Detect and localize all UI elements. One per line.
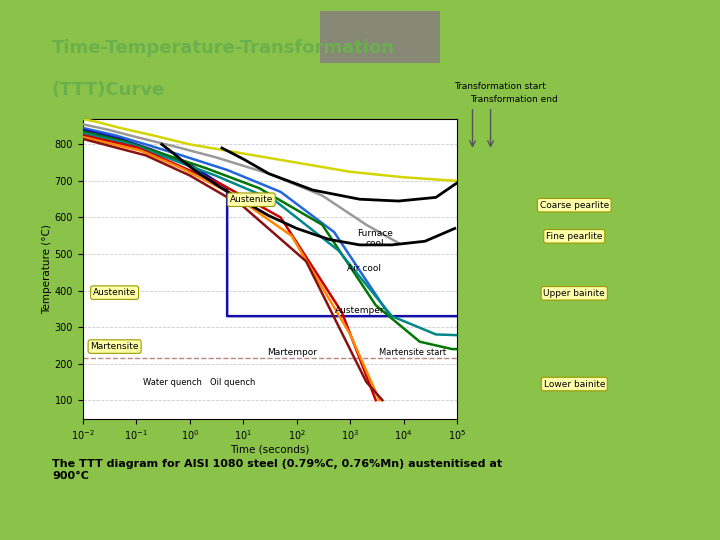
Text: Air cool: Air cool	[346, 264, 381, 273]
Text: The TTT diagram for AISI 1080 steel (0.79%C, 0.76%Mn) austenitised at
900°C: The TTT diagram for AISI 1080 steel (0.7…	[52, 459, 502, 481]
Text: Austenite: Austenite	[93, 288, 136, 297]
Text: Furnace
cool: Furnace cool	[357, 229, 393, 248]
Text: Transformation end: Transformation end	[470, 95, 558, 104]
Text: Austenite: Austenite	[230, 195, 273, 204]
Y-axis label: Temperature (°C): Temperature (°C)	[42, 224, 52, 314]
Text: Time-Temperature-Transformation: Time-Temperature-Transformation	[52, 39, 395, 57]
X-axis label: Time (seconds): Time (seconds)	[230, 445, 310, 455]
Text: Austemper: Austemper	[335, 306, 384, 315]
Text: Oil quench: Oil quench	[210, 378, 256, 387]
Text: Martensite: Martensite	[91, 342, 139, 351]
Text: Water quench: Water quench	[143, 378, 202, 387]
Text: Martempor: Martempor	[267, 348, 318, 357]
Text: Fine pearlite: Fine pearlite	[546, 232, 603, 241]
Text: Martensite start: Martensite start	[379, 348, 446, 357]
Text: Upper bainite: Upper bainite	[544, 289, 605, 298]
Text: Transformation start: Transformation start	[454, 82, 546, 91]
Text: Lower bainite: Lower bainite	[544, 380, 605, 389]
Bar	[320, 11, 441, 63]
Text: (TTT)Curve: (TTT)Curve	[52, 81, 165, 99]
Text: Coarse pearlite: Coarse pearlite	[540, 201, 609, 210]
